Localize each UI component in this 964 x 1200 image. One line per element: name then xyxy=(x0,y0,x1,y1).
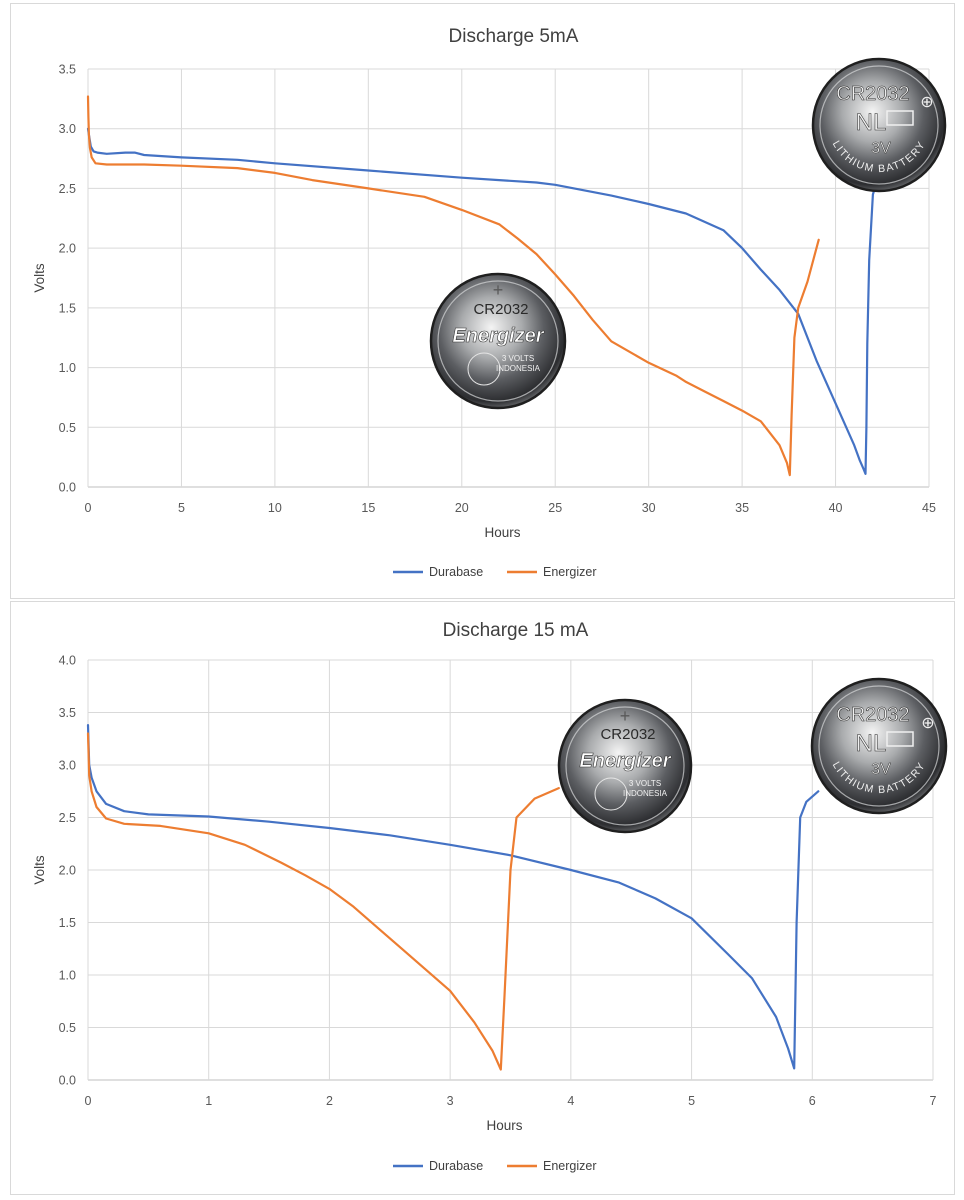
y-tick-label: 1.0 xyxy=(59,361,76,375)
coin-brand-text: NL xyxy=(856,730,887,757)
coin-body xyxy=(429,272,567,410)
coin-model-text: CR2032 xyxy=(836,704,909,726)
coin-body xyxy=(810,677,948,815)
coin-emblem xyxy=(594,777,628,811)
x-tick-label: 7 xyxy=(930,1094,937,1108)
coin-body xyxy=(811,57,947,193)
chart-panel-discharge-15ma: Discharge 15 mA 0.0 0.5 1.0 1.5 2.0 2.5 3.0 3.5 4… xyxy=(10,601,955,1195)
y-tick-label: 3.5 xyxy=(59,63,76,77)
y-tick-label: 0.5 xyxy=(59,1021,76,1035)
chart-discharge-5ma: Discharge 5mA 0.0 0.5 1.0 1.5 2.0 2.5 3.0 3.5 0 5 1… xyxy=(32,26,947,579)
x-tick-label: 0 xyxy=(85,501,92,515)
coin-rim xyxy=(437,280,559,402)
coin-model-text: CR2032 xyxy=(600,726,655,743)
y-tick-label: 0.5 xyxy=(59,421,76,435)
series-line-durabase xyxy=(86,127,884,475)
x-tick-label: 10 xyxy=(268,501,282,515)
coin-plus-symbol: + xyxy=(493,280,504,300)
coin-voltage-text: 3V xyxy=(871,761,891,778)
coin-voltage-text: 3V xyxy=(871,140,891,157)
coin-model-text: CR2032 xyxy=(836,83,909,105)
x-axis-label: Hours xyxy=(484,525,520,540)
coin-voltage-text: 3 VOLTS xyxy=(502,354,534,363)
chart-title: Discharge 5mA xyxy=(449,26,579,47)
y-tick-label: 2.0 xyxy=(59,242,76,256)
coin-rim xyxy=(819,65,939,185)
x-tick-label: 0 xyxy=(85,1094,92,1108)
coin-brand-text: NL xyxy=(856,109,887,136)
y-tick-label: 1.0 xyxy=(59,969,76,983)
x-tick-label: 20 xyxy=(455,501,469,515)
y-tick-label: 3.0 xyxy=(59,122,76,136)
y-tick-label: 1.5 xyxy=(59,916,76,930)
y-tick-label: 4.0 xyxy=(59,654,76,668)
x-tick-label: 3 xyxy=(447,1094,454,1108)
coin-brand-text: Energizer xyxy=(452,325,544,347)
legend-label-durabase: Durabase xyxy=(429,1159,483,1173)
coin-logo-mark xyxy=(886,110,914,126)
x-tick-label: 2 xyxy=(326,1094,333,1108)
coin-plus-symbol: ⊕ xyxy=(920,94,933,111)
y-tick-label: 0.0 xyxy=(59,481,76,495)
coin-rim xyxy=(565,706,685,826)
coin-emblem xyxy=(467,352,501,386)
y-tick-label: 3.5 xyxy=(59,706,76,720)
x-tick-label: 5 xyxy=(688,1094,695,1108)
series-line-energizer xyxy=(86,95,820,477)
coin-model-text: CR2032 xyxy=(473,301,528,318)
x-tick-label: 30 xyxy=(642,501,656,515)
coin-rim xyxy=(818,685,940,807)
legend-label-durabase: Durabase xyxy=(429,565,483,579)
x-tick-label: 45 xyxy=(922,501,936,515)
x-tick-label: 5 xyxy=(178,501,185,515)
x-tick-label: 4 xyxy=(567,1094,574,1108)
y-tick-label: 2.5 xyxy=(59,811,76,825)
coin-body xyxy=(557,698,693,834)
chart-panel-discharge-5ma: Discharge 5mA 0.0 0.5 1.0 1.5 2.0 2.5 3.0 3.5 0 5 1… xyxy=(10,3,955,599)
coin-voltage-text: 3 VOLTS xyxy=(629,779,661,788)
y-tick-label: 0.0 xyxy=(59,1074,76,1088)
coin-brand-text: Energizer xyxy=(579,750,671,772)
chart-title: Discharge 15 mA xyxy=(443,620,589,641)
coin-country-text: INDONESIA xyxy=(496,364,541,373)
y-tick-label: 1.5 xyxy=(59,301,76,315)
legend-label-energizer: Energizer xyxy=(543,565,597,579)
x-tick-label: 6 xyxy=(809,1094,816,1108)
y-tick-label: 3.0 xyxy=(59,759,76,773)
x-tick-label: 15 xyxy=(361,501,375,515)
y-axis-label: Volts xyxy=(32,263,47,293)
chart-discharge-15ma: Discharge 15 mA 0.0 0.5 1.0 1.5 2.0 2.5 3.0 3.5 4… xyxy=(32,620,948,1173)
coin-country-text: INDONESIA xyxy=(623,789,668,798)
coin-plus-symbol: ⊕ xyxy=(921,715,934,732)
x-tick-label: 1 xyxy=(205,1094,212,1108)
coin-logo-mark xyxy=(886,731,914,747)
y-tick-label: 2.5 xyxy=(59,182,76,196)
legend-label-energizer: Energizer xyxy=(543,1159,597,1173)
series-line-energizer xyxy=(86,732,560,1071)
x-tick-label: 25 xyxy=(548,501,562,515)
series-line-durabase xyxy=(86,723,820,1070)
x-tick-label: 35 xyxy=(735,501,749,515)
y-axis-label: Volts xyxy=(32,855,47,885)
x-axis-label: Hours xyxy=(486,1118,522,1133)
y-tick-label: 2.0 xyxy=(59,864,76,878)
coin-plus-symbol: + xyxy=(620,706,631,726)
x-tick-label: 40 xyxy=(829,501,843,515)
